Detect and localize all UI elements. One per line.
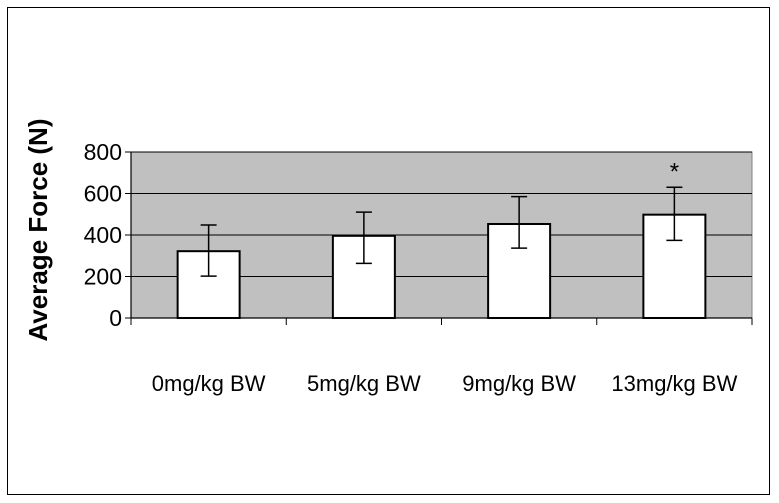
x-tick-label: 9mg/kg BW — [462, 371, 576, 396]
y-tick-label: 0 — [109, 305, 122, 331]
significance-marker: * — [670, 158, 679, 185]
y-tick-label: 200 — [84, 264, 122, 290]
y-tick-label: 800 — [84, 139, 122, 165]
y-tick-label: 400 — [84, 222, 122, 248]
x-tick-label: 0mg/kg BW — [152, 371, 266, 396]
y-axis-label: Average Force (N) — [23, 119, 53, 342]
x-tick-label: 5mg/kg BW — [307, 371, 421, 396]
y-tick-label: 600 — [84, 181, 122, 207]
plot-area: 0 200 400 600 800 0mg/kg BW 5mg/kg BW 9mg/kg BW… — [84, 139, 752, 396]
x-tick-label: 13mg/kg BW — [611, 371, 737, 396]
